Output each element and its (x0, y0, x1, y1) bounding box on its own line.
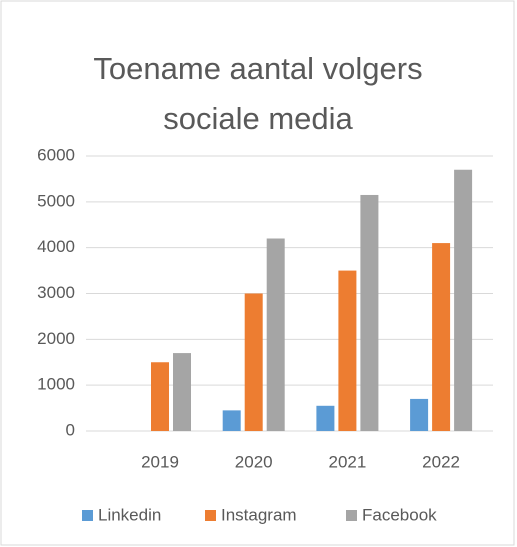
chart-title: Toename aantal volgers sociale media (93, 51, 423, 136)
bar (410, 398, 429, 431)
legend-label: Instagram (221, 505, 297, 524)
bar (266, 238, 285, 431)
y-tick-label: 1000 (37, 375, 75, 394)
legend-label: Facebook (362, 505, 437, 524)
y-tick-label: 4000 (37, 237, 75, 256)
y-tick-label: 2000 (37, 329, 75, 348)
bar (151, 362, 169, 431)
bar (360, 194, 379, 431)
y-tick-label: 3000 (37, 283, 75, 302)
legend-label: Linkedin (98, 505, 161, 524)
bar (316, 405, 335, 431)
bar (244, 293, 263, 431)
x-tick-label: 2019 (141, 452, 179, 471)
legend-swatch (205, 510, 216, 521)
y-tick-label: 5000 (37, 191, 75, 210)
bar (454, 169, 473, 431)
legend-swatch (346, 510, 357, 521)
x-tick-label: 2022 (422, 452, 460, 471)
x-tick-label: 2020 (235, 452, 273, 471)
bar (432, 243, 451, 431)
legend-swatch (82, 510, 93, 521)
bar (173, 353, 191, 431)
bar (338, 270, 357, 431)
y-tick-label: 6000 (37, 145, 75, 164)
bar (222, 410, 241, 431)
y-tick-label: 0 (66, 420, 75, 439)
x-tick-label: 2021 (328, 452, 366, 471)
